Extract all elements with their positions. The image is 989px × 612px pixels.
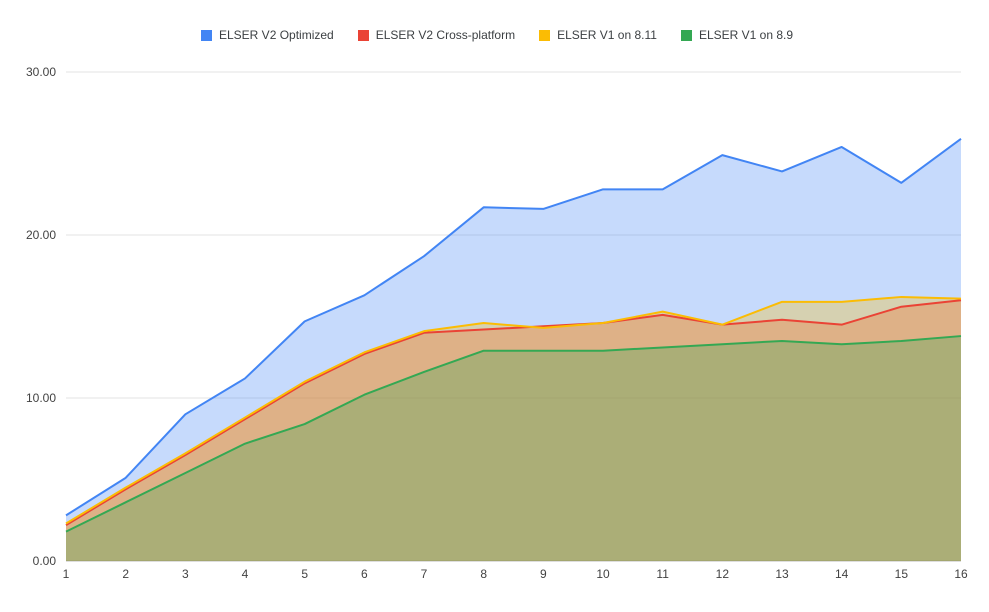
svg-text:10.00: 10.00 (26, 391, 56, 405)
legend-swatch-blue (201, 29, 212, 41)
svg-text:11: 11 (656, 567, 669, 581)
legend-label: ELSER V1 on 8.11 (557, 28, 657, 42)
svg-text:8: 8 (480, 567, 487, 581)
legend-swatch-red (357, 29, 369, 41)
svg-text:9: 9 (540, 567, 547, 581)
chart-legend: ELSER V2 Optimized ELSER V2 Cross-platfo… (201, 28, 793, 42)
svg-text:6: 6 (361, 567, 368, 581)
svg-text:2: 2 (122, 567, 129, 581)
svg-text:4: 4 (242, 567, 249, 581)
svg-text:1: 1 (63, 567, 70, 581)
legend-item-elser-v2-cross-platform[interactable]: ELSER V2 Cross-platform (357, 28, 516, 42)
legend-item-elser-v1-89[interactable]: ELSER V1 on 8.9 (680, 28, 794, 42)
legend-label: ELSER V1 on 8.9 (698, 28, 794, 42)
svg-text:5: 5 (301, 567, 308, 581)
svg-text:12: 12 (716, 567, 730, 581)
svg-text:10: 10 (596, 567, 610, 581)
svg-text:14: 14 (835, 567, 849, 581)
svg-text:16: 16 (954, 567, 968, 581)
legend-label: ELSER V2 Optimized (219, 28, 334, 42)
svg-text:20.00: 20.00 (26, 228, 56, 242)
legend-item-elser-v1-811[interactable]: ELSER V1 on 8.11 (539, 28, 657, 42)
legend-item-elser-v2-optimized[interactable]: ELSER V2 Optimized (201, 28, 334, 42)
svg-text:13: 13 (775, 567, 789, 581)
legend-label: ELSER V2 Cross-platform (375, 28, 516, 42)
legend-swatch-yellow (539, 29, 551, 41)
svg-text:7: 7 (421, 567, 428, 581)
svg-text:0.00: 0.00 (33, 554, 57, 568)
legend-swatch-green (680, 29, 692, 41)
svg-text:15: 15 (895, 567, 909, 581)
svg-text:30.00: 30.00 (26, 65, 56, 79)
svg-text:3: 3 (182, 567, 189, 581)
